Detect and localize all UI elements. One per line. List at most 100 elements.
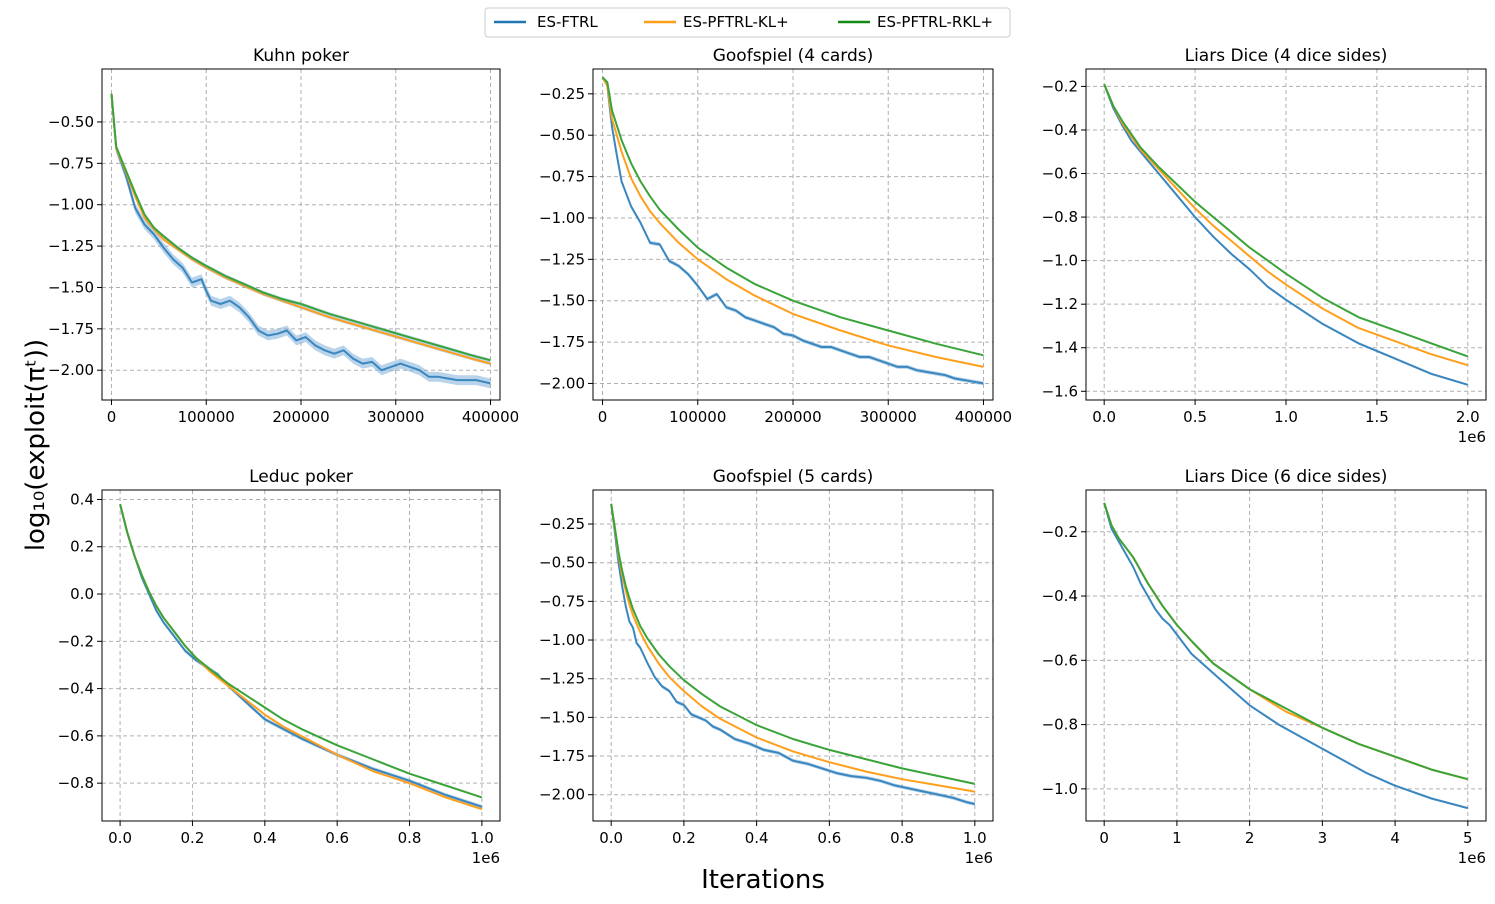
y-tick-label: −0.6 — [1042, 651, 1078, 669]
x-tick-label: 1.5 — [1365, 408, 1389, 426]
y-tick-label: −1.25 — [48, 237, 94, 255]
panel-title: Leduc poker — [249, 467, 353, 487]
x-tick-label: 0.0 — [599, 829, 623, 847]
x-tick-label: 300000 — [367, 408, 424, 426]
y-tick-label: −2.00 — [48, 361, 94, 379]
series-line-es-ftrl — [1103, 502, 1469, 810]
y-tick-label: −1.75 — [539, 333, 585, 351]
x-tick-label: 0.0 — [1092, 408, 1116, 426]
y-tick-label: −0.8 — [1042, 716, 1078, 734]
x-tick-label: 3 — [1318, 829, 1328, 847]
x-tick-label: 0 — [598, 408, 608, 426]
axes-frame — [1085, 489, 1487, 822]
y-tick-label: −2.00 — [539, 786, 585, 804]
x-offset-label: 1e6 — [472, 849, 500, 867]
y-tick-label: 0.4 — [70, 490, 94, 508]
y-tick-label: −0.25 — [539, 515, 585, 533]
series-line-es-pftrl-kl — [1103, 83, 1469, 367]
x-tick-label: 1.0 — [470, 829, 494, 847]
x-tick-label: 0.6 — [325, 829, 349, 847]
panel-title: Kuhn poker — [253, 46, 349, 66]
x-tick-label: 0.4 — [253, 829, 277, 847]
x-offset-label: 1e6 — [1458, 849, 1486, 867]
panels: 0 100000 200000 300000 400000 −2.00 −1.75 −1.50… — [48, 46, 1487, 867]
y-tick-label: −0.25 — [539, 85, 585, 103]
y-tick-label: −1.00 — [539, 209, 585, 227]
x-tick-label: 0.8 — [890, 829, 914, 847]
x-tick-label: 400000 — [462, 408, 519, 426]
y-tick-label: −0.50 — [539, 126, 585, 144]
y-tick-label: −0.75 — [539, 592, 585, 610]
x-tick-label: 100000 — [669, 408, 726, 426]
y-tick-label: −1.25 — [539, 250, 585, 268]
series-line-es-pftrl-rkl — [119, 503, 483, 799]
series-line-es-ftrl — [610, 503, 976, 805]
legend: ES-FTRL ES-PFTRL-KL+ ES-PFTRL-RKL+ — [484, 7, 1011, 38]
series-line-es-ftrl — [1103, 83, 1469, 386]
axes-frame — [101, 489, 501, 822]
panel-2: 0 100000 200000 300000 400000 −2.00 −1.75 −1.50… — [539, 46, 1012, 426]
series-line-es-pftrl-kl — [610, 503, 975, 793]
x-tick-label: 400000 — [955, 408, 1012, 426]
y-tick-label: 0.2 — [70, 538, 94, 556]
series-line-es-ftrl — [119, 503, 483, 808]
y-tick-label: −0.2 — [1042, 523, 1078, 541]
x-tick-label: 4 — [1390, 829, 1400, 847]
y-tick-label: −0.50 — [539, 554, 585, 572]
y-tick-label: −0.6 — [1042, 165, 1078, 183]
series-line-es-pftrl-rkl — [601, 76, 984, 357]
y-tick-label: −1.50 — [48, 278, 94, 296]
x-tick-label: 5 — [1463, 829, 1473, 847]
y-tick-label: −0.2 — [1042, 77, 1078, 95]
series-line-es-ftrl — [601, 76, 984, 385]
x-tick-label: 2 — [1245, 829, 1255, 847]
panel-title: Goofspiel (5 cards) — [713, 467, 874, 487]
y-tick-label: −0.4 — [1042, 121, 1078, 139]
x-tick-label: 200000 — [272, 408, 329, 426]
x-tick-label: 100000 — [178, 408, 235, 426]
x-tick-label: 0 — [107, 408, 117, 426]
panel-6: 0 1 2 3 4 5 −1.0 −0.8 −0.6 −0.4 −0.2 Liars Dice (6 … — [1042, 467, 1487, 867]
x-tick-label: 300000 — [860, 408, 917, 426]
legend-box — [484, 7, 1011, 38]
legend-label-es-ftrl: ES-FTRL — [537, 13, 598, 31]
x-tick-label: 0.0 — [108, 829, 132, 847]
y-tick-label: −0.2 — [58, 632, 94, 650]
y-tick-label: −0.6 — [58, 727, 94, 745]
y-tick-label: −1.50 — [539, 292, 585, 310]
y-tick-label: −0.75 — [539, 168, 585, 186]
y-tick-label: −0.4 — [1042, 587, 1078, 605]
y-tick-label: −2.00 — [539, 374, 585, 392]
y-tick-label: −1.4 — [1042, 339, 1078, 357]
x-tick-label: 2.0 — [1456, 408, 1480, 426]
figure-ylabel: log₁₀(exploit(πᵗ)) — [21, 339, 51, 551]
x-tick-label: 0.8 — [398, 829, 422, 847]
x-tick-label: 1 — [1172, 829, 1182, 847]
x-offset-label: 1e6 — [965, 849, 993, 867]
panel-4: 0.0 0.2 0.4 0.6 0.8 1.0 −0.8 −0.6 −0.4 −0.2 0.0 0.2… — [58, 467, 501, 867]
series-line-es-ftrl — [110, 93, 491, 385]
x-tick-label: 0.5 — [1183, 408, 1207, 426]
y-tick-label: −1.25 — [539, 670, 585, 688]
series-line-es-pftrl-kl — [1103, 502, 1469, 781]
y-tick-label: −1.6 — [1042, 382, 1078, 400]
panel-title: Liars Dice (6 dice sides) — [1185, 467, 1388, 487]
x-tick-label: 0 — [1099, 829, 1109, 847]
y-tick-label: 0.0 — [70, 585, 94, 603]
x-tick-label: 200000 — [764, 408, 821, 426]
panel-title: Liars Dice (4 dice sides) — [1185, 46, 1388, 66]
x-tick-label: 1.0 — [963, 829, 987, 847]
axes-frame — [592, 489, 994, 822]
x-tick-label: 0.6 — [817, 829, 841, 847]
series-line-es-pftrl-rkl — [1103, 83, 1469, 358]
y-tick-label: −0.8 — [1042, 208, 1078, 226]
series-line-es-pftrl-rkl — [610, 503, 976, 785]
x-tick-label: 0.4 — [745, 829, 769, 847]
legend-label-es-pftrl-rkl: ES-PFTRL-RKL+ — [877, 13, 993, 31]
x-tick-label: 0.2 — [181, 829, 205, 847]
series-line-es-pftrl-rkl — [110, 93, 491, 362]
x-tick-label: 0.2 — [672, 829, 696, 847]
y-tick-label: −0.50 — [48, 113, 94, 131]
figure-xlabel: Iterations — [701, 865, 825, 895]
